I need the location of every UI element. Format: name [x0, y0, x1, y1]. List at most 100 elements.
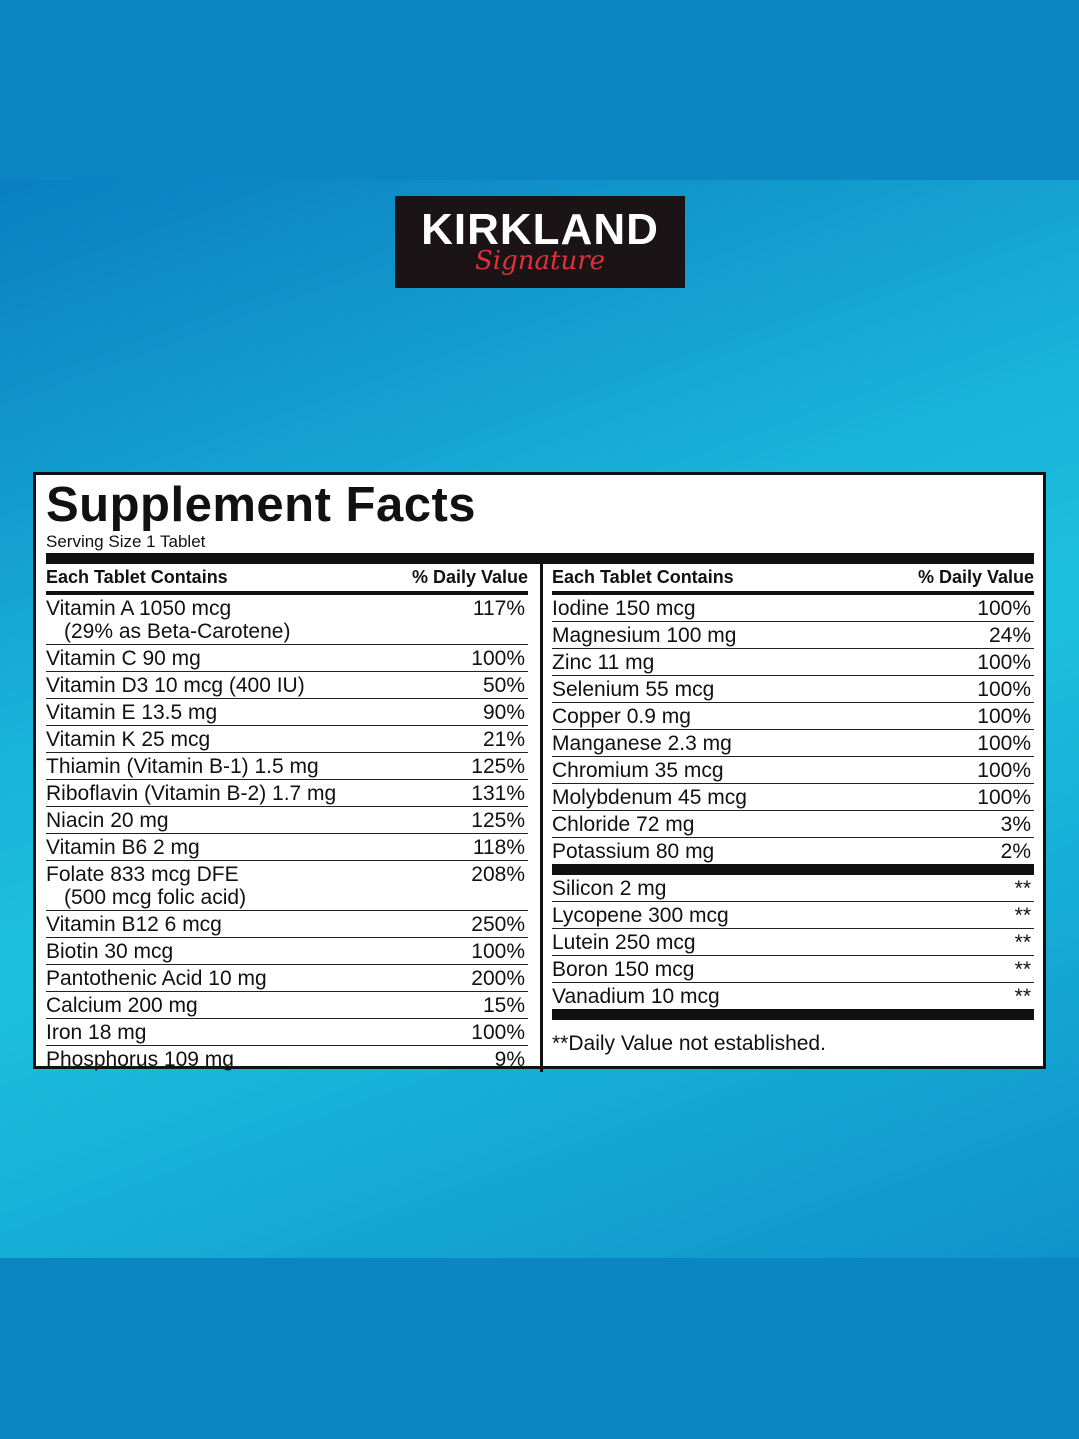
nutrient-name: Thiamin (Vitamin B-1) 1.5 mg [46, 755, 319, 778]
nutrient-name: Vitamin B12 6 mcg [46, 913, 222, 936]
divider [540, 564, 543, 1072]
rule [552, 864, 1034, 875]
daily-value: 200% [471, 967, 525, 990]
nutrient: Manganese 2.3 mg [552, 732, 732, 755]
nutrient-row: Thiamin (Vitamin B-1) 1.5 mg 125% [46, 753, 528, 780]
nutrient-row: Niacin 20 mg 125% [46, 807, 528, 834]
daily-value: 100% [471, 1021, 525, 1044]
nutrient: Vitamin C 90 mg [46, 647, 201, 670]
nutrient-name: Lycopene 300 mcg [552, 904, 729, 927]
daily-value: 15% [482, 994, 525, 1017]
nutrient: Lycopene 300 mcg [552, 904, 729, 927]
nutrient: Riboflavin (Vitamin B-2) 1.7 mg [46, 782, 336, 805]
daily-value: ** [1014, 877, 1031, 900]
nutrient-name: Calcium 200 mg [46, 994, 198, 1017]
header-name: Each Tablet Contains [552, 567, 734, 587]
nutrient-name: Vitamin D3 10 mcg (400 IU) [46, 674, 305, 697]
column-header: Each Tablet Contains % Daily Value [552, 564, 1034, 595]
daily-value: 100% [471, 940, 525, 963]
nutrient-row: Potassium 80 mg 2% [552, 838, 1034, 864]
daily-value: 3% [1000, 813, 1031, 836]
nutrient-name: Magnesium 100 mg [552, 624, 737, 647]
brand: KIRKLAND [421, 205, 659, 254]
nutrient-row: Pantothenic Acid 10 mg 200% [46, 965, 528, 992]
daily-value: 21% [482, 728, 525, 751]
nutrient-name: Vitamin K 25 mcg [46, 728, 211, 751]
rows: Silicon 2 mg ** Lycopene 300 mcg ** Lutein 2… [552, 875, 1034, 1009]
nutrient-row: Vanadium 10 mcg ** [552, 983, 1034, 1009]
nutrient: Iron 18 mg [46, 1021, 146, 1044]
rule [46, 553, 1034, 564]
nutrient-row: Phosphorus 109 mg 9% [46, 1046, 528, 1072]
nutrient-name: Vitamin C 90 mg [46, 647, 201, 670]
nutrient-row: Silicon 2 mg ** [552, 875, 1034, 902]
nutrient-row: Magnesium 100 mg 24% [552, 622, 1034, 649]
daily-value: ** [1014, 958, 1031, 981]
nutrient-row: Vitamin B6 2 mg 118% [46, 834, 528, 861]
nutrient-name: Lutein 250 mcg [552, 931, 696, 954]
rows: Vitamin A 1050 mcg (29% as Beta-Carotene)… [46, 595, 528, 1072]
daily-value: 131% [471, 782, 525, 805]
nutrient-row: Selenium 55 mcg 100% [552, 676, 1034, 703]
nutrient-row: Chromium 35 mcg 100% [552, 757, 1034, 784]
nutrient-name: Molybdenum 45 mcg [552, 786, 747, 809]
daily-value: 100% [977, 786, 1031, 809]
nutrient: Pantothenic Acid 10 mg [46, 967, 267, 990]
header-dv: % Daily Value [917, 567, 1034, 587]
nutrient-name: Iron 18 mg [46, 1021, 147, 1044]
logo: KIRKLAND Signature [395, 196, 685, 288]
nutrient: Selenium 55 mcg [552, 678, 714, 701]
nutrient: Magnesium 100 mg [552, 624, 736, 647]
nutrient-name: Folate 833 mcg DFE [46, 863, 239, 886]
nutrient: Zinc 11 mg [552, 651, 654, 674]
rule [552, 1009, 1034, 1020]
nutrient: Calcium 200 mg [46, 994, 198, 1017]
daily-value: 24% [988, 624, 1031, 647]
brand-sub: Signature [474, 246, 606, 276]
nutrient: Copper 0.9 mg [552, 705, 691, 728]
footnote: **Daily Value not established. [552, 1032, 826, 1055]
daily-value: 100% [977, 732, 1031, 755]
nutrient-row: Vitamin B12 6 mcg 250% [46, 911, 528, 938]
daily-value: 90% [482, 701, 525, 724]
nutrient-name: Niacin 20 mg [46, 809, 169, 832]
nutrient-name: Silicon 2 mg [552, 877, 667, 900]
daily-value: 100% [471, 647, 525, 670]
nutrient-row: Vitamin A 1050 mcg (29% as Beta-Carotene)… [46, 595, 528, 645]
nutrient: Iodine 150 mcg [552, 597, 696, 620]
nutrient-name: Vitamin E 13.5 mg [46, 701, 218, 724]
nutrient-name: Pantothenic Acid 10 mg [46, 967, 267, 990]
nutrient: Vanadium 10 mcg [552, 985, 720, 1008]
nutrient-row: Chloride 72 mg 3% [552, 811, 1034, 838]
nutrient-row: Iodine 150 mcg 100% [552, 595, 1034, 622]
nutrient-name: Boron 150 mcg [552, 958, 695, 981]
nutrient-note: (29% as Beta-Carotene) [64, 620, 291, 643]
nutrient-name: Biotin 30 mcg [46, 940, 174, 963]
nutrient-name: Potassium 80 mg [552, 840, 715, 863]
daily-value: 100% [977, 678, 1031, 701]
serving-size: Serving Size 1 Tablet [46, 532, 206, 551]
nutrient: Vitamin B6 2 mg [46, 836, 200, 859]
nutrient-row: Molybdenum 45 mcg 100% [552, 784, 1034, 811]
nutrient-name: Chromium 35 mcg [552, 759, 724, 782]
nutrient-name: Riboflavin (Vitamin B-2) 1.7 mg [46, 782, 337, 805]
nutrient: Folate 833 mcg DFE (500 mcg folic acid) [46, 863, 246, 909]
nutrient: Chloride 72 mg [552, 813, 694, 836]
nutrient-name: Chloride 72 mg [552, 813, 695, 836]
nutrient-row: Boron 150 mcg ** [552, 956, 1034, 983]
daily-value: 118% [472, 836, 525, 859]
daily-value: ** [1014, 904, 1031, 927]
daily-value: 100% [977, 651, 1031, 674]
nutrient: Boron 150 mcg [552, 958, 694, 981]
nutrient-note: (500 mcg folic acid) [64, 886, 247, 909]
daily-value: 9% [494, 1048, 525, 1071]
nutrient-name: Zinc 11 mg [552, 651, 655, 674]
nutrient-name: Iodine 150 mcg [552, 597, 696, 620]
rows: Iodine 150 mcg 100% Magnesium 100 mg 24% Zin… [552, 595, 1034, 864]
nutrient-row: Biotin 30 mcg 100% [46, 938, 528, 965]
daily-value: 125% [471, 809, 525, 832]
nutrient: Niacin 20 mg [46, 809, 169, 832]
nutrient-row: Vitamin C 90 mg 100% [46, 645, 528, 672]
nutrient: Thiamin (Vitamin B-1) 1.5 mg [46, 755, 319, 778]
nutrient-row: Copper 0.9 mg 100% [552, 703, 1034, 730]
